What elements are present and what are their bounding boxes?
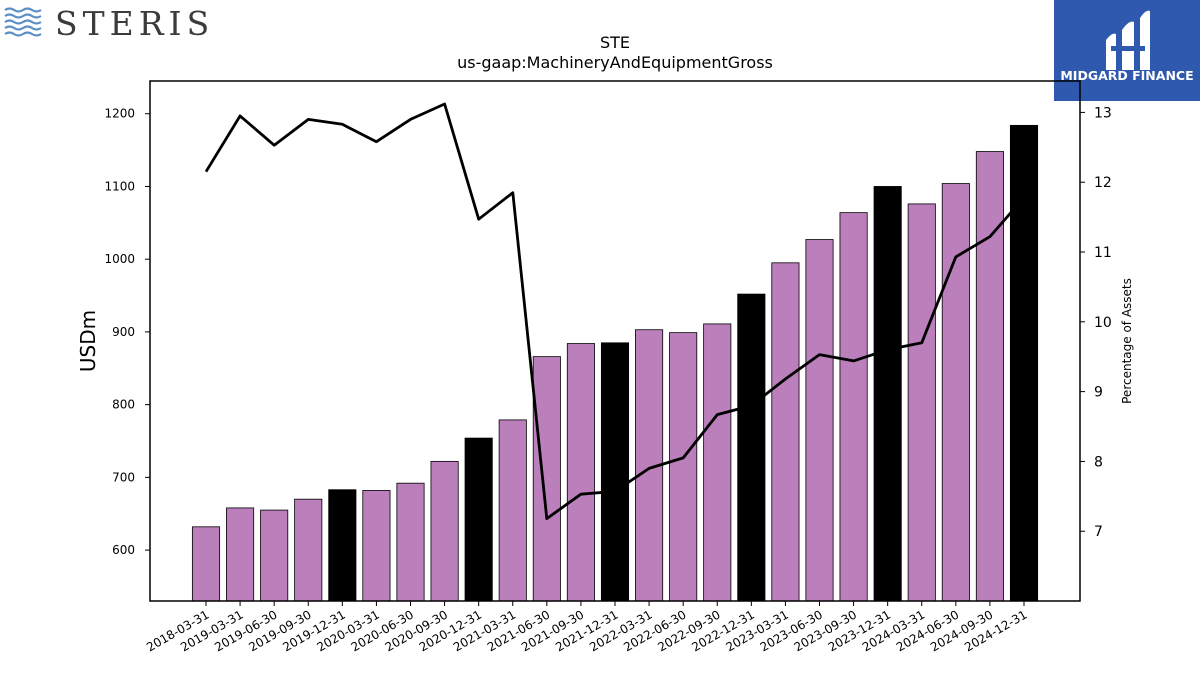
y-tick-label-700: 700 [112, 470, 135, 484]
midgard-logo-text: MIDGARD FINANCE [1060, 68, 1193, 83]
bar-2023-06-30 [805, 239, 834, 602]
steris-logo: STERIS [4, 4, 214, 43]
bar-2018-03-31 [191, 526, 221, 602]
y2-tick-label-12: 12 [1094, 175, 1112, 191]
bar-2022-06-30 [669, 332, 698, 602]
bar-2019-09-30 [294, 498, 323, 602]
bar-2023-09-30 [839, 212, 868, 602]
bar-2021-09-30 [566, 343, 595, 602]
y2-tick-label-11: 11 [1094, 245, 1112, 261]
y-axis-label: USDm [76, 310, 100, 372]
bar-2022-09-30 [703, 323, 732, 602]
chart-subtitle: us-gaap:MachineryAndEquipmentGross [457, 53, 773, 72]
y-tick-label-600: 600 [112, 543, 135, 557]
bar-2021-12-31 [600, 342, 630, 602]
bar-2024-03-31 [907, 203, 936, 602]
chart-title: STE [600, 33, 630, 52]
percentage-of-assets-line [204, 102, 1026, 520]
bar-2020-06-30 [396, 482, 425, 602]
bar-2021-06-30 [532, 356, 561, 602]
bar-2020-12-31 [464, 437, 493, 602]
y-axis-left: 600 700 800 900 1000 1100 1200 [104, 107, 150, 557]
line-group [204, 102, 1026, 520]
midgard-finance-logo: MIDGARD FINANCE [1054, 0, 1200, 101]
bar-2023-03-31 [771, 262, 800, 602]
bar-2022-12-31 [737, 293, 766, 602]
steris-logo-text: STERIS [55, 4, 214, 43]
y-tick-label-1200: 1200 [104, 107, 135, 121]
bar-2024-12-31 [1009, 124, 1039, 602]
bars-group [191, 124, 1039, 602]
bar-2020-09-30 [430, 460, 459, 602]
bar-2019-12-31 [328, 489, 357, 602]
x-axis: 2018-03-312019-03-312019-06-302019-09-30… [144, 601, 1030, 654]
bar-2024-06-30 [941, 183, 970, 602]
y2-tick-label-13: 13 [1094, 105, 1112, 121]
y-tick-label-800: 800 [112, 398, 135, 412]
y-tick-label-1000: 1000 [104, 252, 135, 266]
bar-2021-03-31 [498, 419, 527, 602]
bar-2023-12-31 [873, 186, 902, 602]
y-axis-right: 7 8 9 10 11 12 13 [1080, 105, 1112, 540]
y2-tick-label-7: 7 [1094, 524, 1103, 540]
y2-tick-label-10: 10 [1094, 315, 1112, 331]
y-tick-label-1100: 1100 [104, 179, 135, 193]
midgard-emblem-icon [1106, 10, 1150, 70]
bar-2019-06-30 [260, 509, 289, 602]
bar-2020-03-31 [362, 490, 391, 602]
bar-2024-09-30 [975, 151, 1004, 602]
y-tick-label-900: 900 [112, 325, 135, 339]
steris-wave-icon [4, 7, 42, 37]
y2-axis-label: Percentage of Assets [1120, 278, 1134, 404]
y2-tick-label-9: 9 [1094, 385, 1103, 401]
bar-2019-03-31 [226, 507, 255, 602]
y2-tick-label-8: 8 [1094, 454, 1103, 470]
